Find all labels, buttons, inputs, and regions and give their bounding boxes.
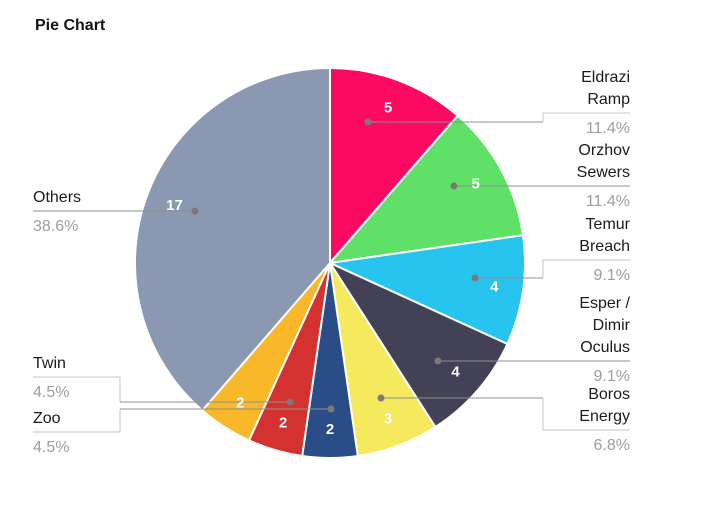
- slice-value-eldrazi-ramp: 5: [384, 100, 392, 117]
- leader-line-eldrazi-ramp: [542, 112, 630, 122]
- pie-slice-eldrazi-ramp[interactable]: [329, 67, 459, 264]
- pie-slice-esper-dimir-oculus[interactable]: [329, 262, 509, 428]
- slice-value-twin: 2: [279, 414, 287, 431]
- slice-label-line: Temur: [585, 216, 630, 233]
- leader-line-temur-breach: [542, 259, 630, 278]
- slice-percent-boros-energy: 6.8%: [593, 437, 630, 454]
- slice-label-line: Boros: [588, 386, 630, 403]
- anchor-dot-orzhov-sewers: [450, 182, 458, 190]
- slice-label-temur-breach: Temur Breach: [579, 214, 630, 258]
- slice-percent-twin: 4.5%: [33, 384, 70, 401]
- slice-label-line: Breach: [579, 238, 630, 255]
- slice-label-line: Sewers: [576, 164, 630, 181]
- anchor-dot-eldrazi-ramp: [364, 118, 372, 126]
- slice-label-line: Zoo: [33, 410, 61, 427]
- anchor-dot-esper-dimir-oculus: [434, 357, 442, 365]
- pie-slice-others[interactable]: [134, 67, 331, 412]
- anchor-dot-others: [191, 207, 199, 215]
- slice-label-twin: Twin: [33, 353, 66, 375]
- anchor-dot-temur-breach: [471, 274, 479, 282]
- slice-label-line: Orzhov: [578, 142, 630, 159]
- anchor-dot-twin: [286, 398, 294, 406]
- slice-label-line: Oculus: [580, 339, 630, 356]
- slice-value-temur-breach: 4: [490, 279, 499, 296]
- leader-line-boros-energy: [542, 398, 630, 431]
- slice-label-esper-dimir-oculus: Esper / Dimir Oculus: [579, 293, 630, 359]
- slice-label-line: Twin: [33, 355, 66, 372]
- slice-percent-temur-breach: 9.1%: [593, 267, 630, 284]
- slice-label-line: Energy: [579, 408, 630, 425]
- leader-line-twin: [33, 376, 121, 402]
- slice-label-line: Esper /: [579, 295, 630, 312]
- slice-value-esper-dimir-oculus: 4: [451, 364, 460, 381]
- anchor-dot-zoo: [327, 405, 335, 413]
- slice-value-others: 17: [166, 197, 183, 214]
- slice-percent-eldrazi-ramp: 11.4%: [585, 120, 630, 137]
- slice-percent-others: 38.6%: [33, 218, 79, 235]
- slice-label-line: Ramp: [587, 91, 630, 108]
- pie-slice-temur-breach[interactable]: [329, 234, 526, 345]
- slice-percent-esper-dimir-oculus: 9.1%: [593, 368, 630, 385]
- chart-title: Pie Chart: [35, 17, 106, 34]
- slice-percent-zoo: 4.5%: [33, 439, 70, 456]
- slice-label-others: Others: [33, 187, 81, 209]
- slice-label-boros-energy: Boros Energy: [579, 384, 630, 428]
- pie-slice-orzhov-sewers[interactable]: [329, 114, 524, 264]
- slice-label-line: Dimir: [592, 317, 630, 334]
- slice-value-unlabeled-7: 2: [236, 395, 244, 412]
- slice-value-orzhov-sewers: 5: [472, 175, 480, 192]
- slice-value-boros-energy: 3: [384, 411, 392, 428]
- slice-value-zoo: 2: [326, 421, 334, 438]
- slice-label-orzhov-sewers: Orzhov Sewers: [577, 140, 630, 184]
- slice-label-line: Eldrazi: [581, 69, 630, 86]
- slice-percent-orzhov-sewers: 11.4%: [585, 193, 630, 210]
- leader-line-zoo: [33, 409, 121, 433]
- slice-label-zoo: Zoo: [33, 408, 61, 430]
- slice-label-line: Others: [33, 189, 82, 206]
- slice-label-eldrazi-ramp: Eldrazi Ramp: [581, 67, 630, 111]
- anchor-dot-boros-energy: [377, 394, 385, 402]
